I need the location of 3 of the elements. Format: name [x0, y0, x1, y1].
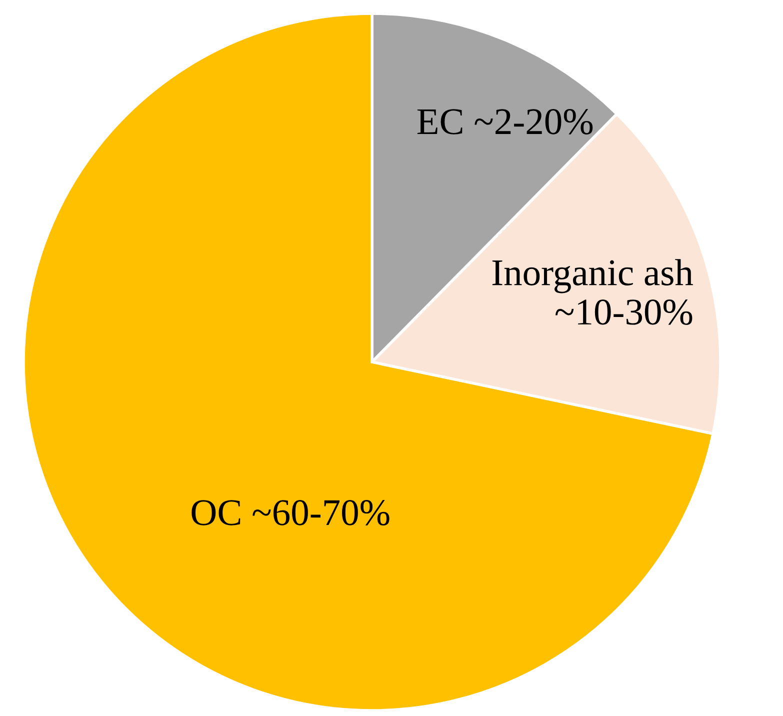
slice-label: OC ~60-70% — [192, 500, 390, 526]
slice-label: EC ~2-20% — [417, 109, 593, 134]
slice-label: Inorganic ash ~10-30% — [492, 259, 693, 325]
